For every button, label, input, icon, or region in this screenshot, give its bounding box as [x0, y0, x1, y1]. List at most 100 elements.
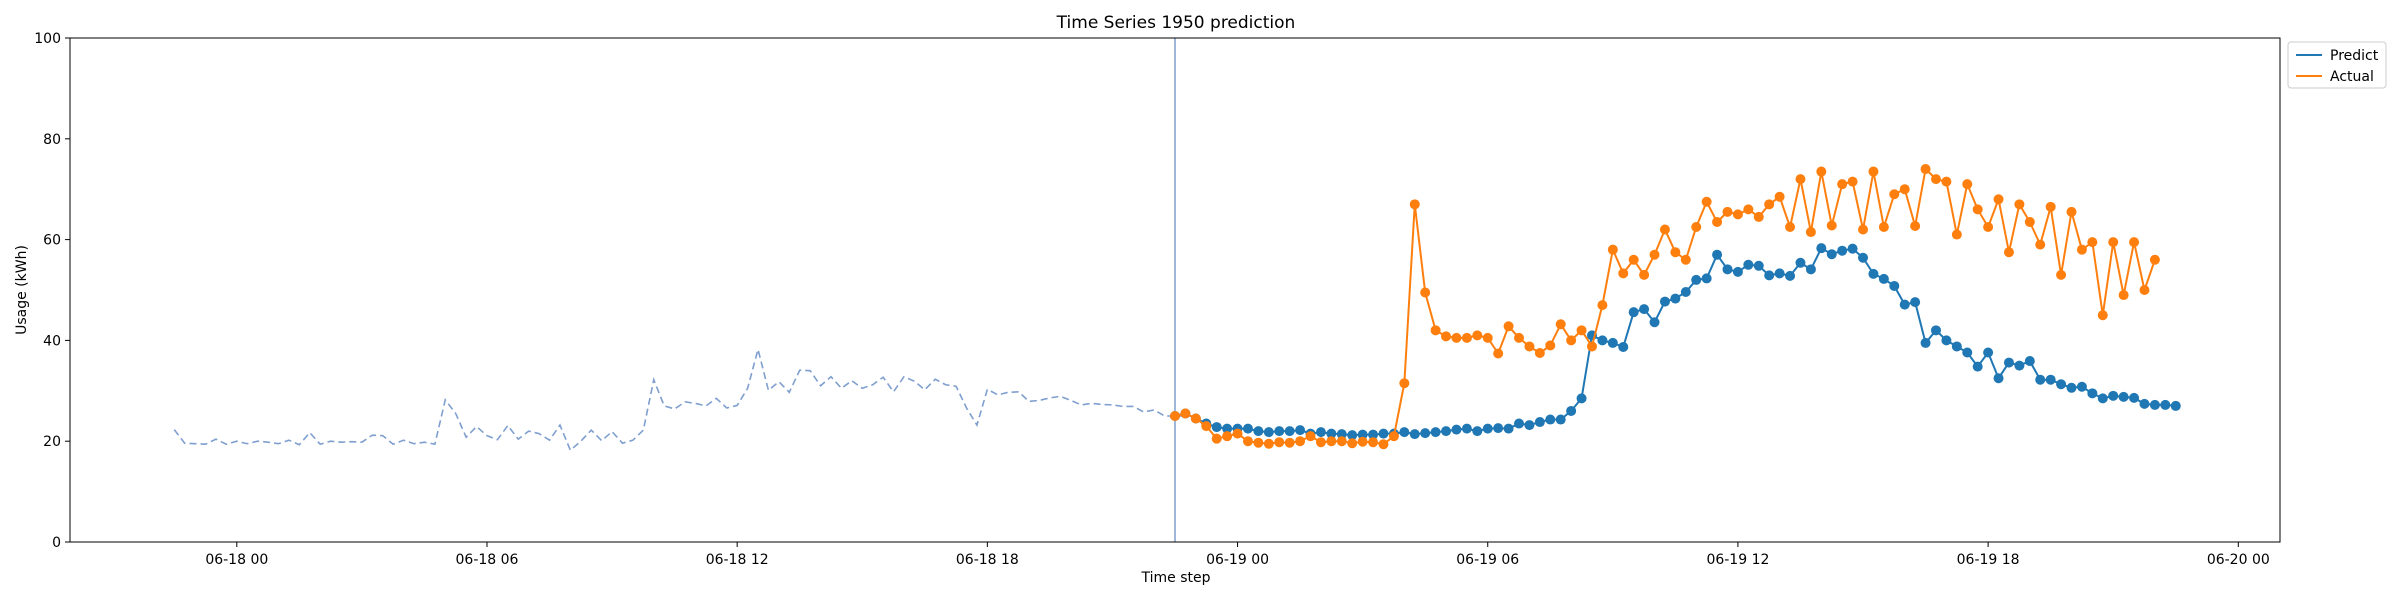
data-point-predict	[2035, 374, 2046, 385]
data-point-predict	[1514, 418, 1525, 429]
y-tick-label: 40	[43, 333, 61, 349]
data-point-actual	[1691, 222, 1702, 232]
data-point-actual	[1941, 176, 1952, 187]
x-tick-label: 06-19 18	[1957, 552, 2020, 568]
data-point-predict	[1951, 341, 1962, 352]
data-point-actual	[1920, 164, 1931, 175]
data-point-predict	[1628, 307, 1639, 318]
data-point-predict	[1764, 270, 1775, 281]
data-point-predict	[2108, 390, 2119, 401]
data-point-predict	[1680, 287, 1691, 298]
data-point-actual	[1232, 428, 1243, 439]
data-point-predict	[1451, 424, 1462, 435]
legend-predict-label: Predict	[2330, 48, 2379, 64]
data-point-predict	[2097, 393, 2108, 404]
data-point-actual	[1534, 348, 1545, 358]
data-point-predict	[1774, 268, 1785, 279]
data-point-predict	[1263, 427, 1274, 438]
data-point-actual	[1847, 176, 1858, 187]
data-point-actual	[1753, 211, 1764, 222]
data-point-actual	[1962, 179, 1973, 190]
data-point-predict	[1899, 299, 1910, 310]
data-point-actual	[1284, 437, 1295, 448]
data-point-actual	[2108, 237, 2119, 248]
data-point-predict	[2045, 374, 2056, 385]
data-point-predict	[1691, 274, 1702, 285]
data-point-predict	[1315, 427, 1326, 438]
data-point-predict	[1753, 260, 1764, 271]
data-point-predict	[1222, 423, 1233, 434]
data-point-predict	[1795, 257, 1806, 268]
x-tick-label: 06-19 06	[1456, 552, 1519, 568]
y-axis-label: Usage (kWh)	[14, 245, 30, 335]
data-point-actual	[2129, 237, 2140, 248]
data-point-actual	[1951, 229, 1962, 240]
data-point-actual	[1774, 191, 1785, 202]
data-point-actual	[1441, 331, 1452, 342]
data-point-actual	[1399, 378, 1410, 389]
data-point-actual	[1607, 244, 1618, 255]
data-point-actual	[1858, 224, 1869, 235]
data-point-predict	[1649, 317, 1660, 328]
data-point-actual	[1347, 438, 1358, 449]
series-predict	[1170, 243, 2181, 441]
data-point-actual	[1305, 431, 1316, 442]
data-point-predict	[1826, 249, 1837, 260]
data-point-actual	[1409, 199, 1420, 210]
data-point-actual	[1482, 332, 1493, 343]
data-point-predict	[2003, 357, 2014, 368]
data-point-predict	[1618, 341, 1629, 352]
data-point-actual	[1170, 411, 1180, 421]
data-point-actual	[1222, 431, 1233, 442]
data-point-predict	[2056, 379, 2067, 390]
data-point-actual	[1190, 413, 1201, 424]
data-point-actual	[1826, 220, 1837, 231]
data-point-actual	[1889, 189, 1900, 200]
data-point-actual	[2097, 310, 2108, 321]
data-point-actual	[1659, 224, 1670, 235]
data-point-actual	[1430, 325, 1441, 336]
data-point-predict	[1576, 393, 1587, 404]
data-point-predict	[1472, 426, 1483, 437]
data-point-actual	[2056, 269, 2067, 280]
series-actual	[1170, 164, 2160, 450]
data-point-actual	[1816, 166, 1827, 177]
data-point-predict	[1597, 335, 1608, 346]
data-point-predict	[2118, 391, 2129, 402]
data-point-predict	[2129, 392, 2140, 403]
data-point-actual	[2045, 201, 2056, 212]
data-point-predict	[1607, 337, 1618, 348]
data-point-actual	[2118, 290, 2129, 301]
data-point-actual	[1805, 227, 1816, 238]
data-point-predict	[1983, 347, 1994, 358]
data-point-actual	[2066, 206, 2077, 217]
data-point-actual	[1910, 220, 1921, 231]
data-point-actual	[1701, 196, 1712, 207]
data-point-actual	[1263, 438, 1274, 449]
data-point-actual	[1722, 206, 1733, 217]
data-point-actual	[1764, 199, 1775, 210]
data-point-predict	[1732, 266, 1743, 277]
data-point-predict	[1253, 426, 1264, 437]
chart-title: Time Series 1950 prediction	[1056, 13, 1296, 33]
data-point-actual	[1795, 174, 1806, 185]
data-point-actual	[1315, 437, 1326, 448]
data-point-actual	[1211, 433, 1222, 444]
data-point-predict	[1545, 414, 1556, 425]
data-point-predict	[1336, 429, 1347, 440]
data-point-predict	[1701, 273, 1712, 284]
data-point-actual	[1680, 254, 1691, 265]
x-tick-label: 06-18 06	[456, 552, 519, 568]
data-point-actual	[2003, 247, 2014, 258]
data-point-predict	[1722, 264, 1733, 275]
data-point-predict	[2170, 400, 2181, 411]
data-point-actual	[1451, 332, 1462, 343]
data-point-predict	[1441, 426, 1452, 437]
data-point-predict	[1805, 264, 1816, 275]
data-point-predict	[1357, 429, 1368, 440]
x-tick-label: 06-18 18	[956, 552, 1019, 568]
data-point-predict	[2076, 381, 2087, 392]
series-line-predict	[1174, 246, 2176, 437]
data-point-actual	[1972, 204, 1983, 215]
history-line	[173, 346, 1186, 452]
